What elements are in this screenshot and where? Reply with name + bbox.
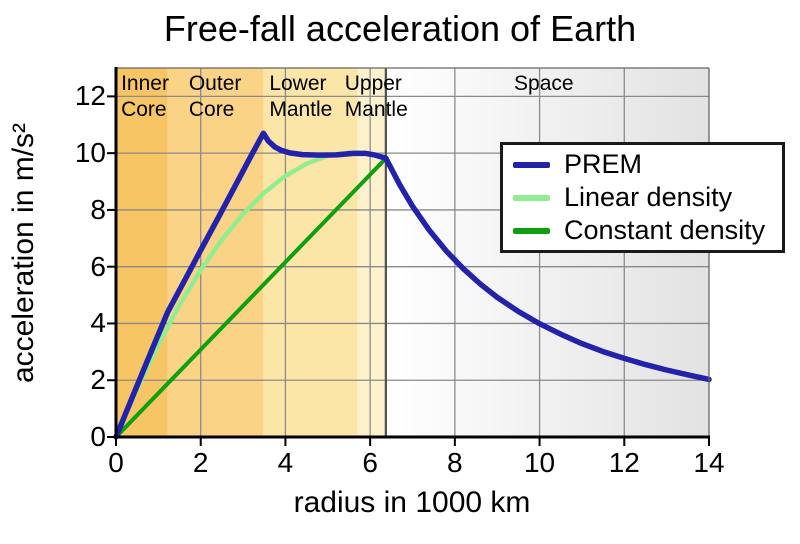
series-prem	[113, 130, 712, 440]
x-tick-label-2: 2	[192, 447, 209, 478]
x-tick-label-0: 0	[108, 447, 124, 478]
series-constant-density	[114, 156, 388, 439]
x-axis-label: radius in 1000 km	[293, 486, 531, 519]
region-label-line2: Mantle	[344, 98, 408, 121]
legend-color-line-icon	[513, 194, 550, 201]
legend-entry: PREM	[513, 149, 782, 180]
y-tick-label-0: 0	[90, 421, 106, 452]
legend-color-line-icon	[513, 227, 550, 234]
x-tick-label-14: 14	[693, 447, 725, 478]
region-label-line1: Inner	[121, 72, 169, 95]
region-label-space: Space	[514, 71, 574, 97]
legend-entry-label: PREM	[564, 149, 643, 179]
region-label-upper-mantle: Upper Mantle	[345, 71, 408, 123]
band-upper-mantle	[357, 68, 386, 437]
region-label-line1: Space	[514, 72, 574, 95]
x-tick-label-8: 8	[447, 447, 463, 478]
x-tick-label-10: 10	[523, 447, 556, 478]
y-tick-label-2: 2	[90, 364, 106, 396]
legend-color-line-icon	[513, 161, 550, 168]
region-label-inner-core: Inner Core	[121, 71, 169, 123]
y-tick-label-10: 10	[74, 137, 106, 169]
y-tick-label-6: 6	[90, 250, 106, 282]
region-label-line2: Core	[188, 98, 235, 121]
band-lower-mantle	[263, 68, 358, 437]
region-label-lower-mantle: Lower Mantle	[269, 71, 332, 123]
region-label-line2: Core	[121, 98, 167, 121]
x-tick-label-6: 6	[362, 447, 378, 478]
region-label-line1: Lower	[269, 72, 327, 95]
legend-entry-label: Linear density	[564, 182, 733, 212]
region-label-outer-core: Outer Core	[189, 71, 242, 123]
x-tick-label-12: 12	[608, 447, 640, 478]
chart-title: Free-fall acceleration of Earth	[163, 8, 637, 49]
x-tick-label-4: 4	[277, 447, 294, 478]
y-tick-label-4: 4	[90, 307, 106, 339]
y-tick-label-12: 12	[74, 80, 106, 112]
legend: PREM Linear density Constant density	[500, 142, 785, 253]
y-tick-label-8: 8	[90, 193, 106, 225]
region-label-line2: Mantle	[269, 98, 333, 121]
legend-entry: Constant density	[513, 215, 782, 246]
legend-entry-label: Constant density	[564, 215, 766, 245]
region-label-line1: Upper	[344, 72, 402, 95]
legend-entry: Linear density	[513, 182, 782, 213]
region-label-line1: Outer	[188, 72, 242, 95]
